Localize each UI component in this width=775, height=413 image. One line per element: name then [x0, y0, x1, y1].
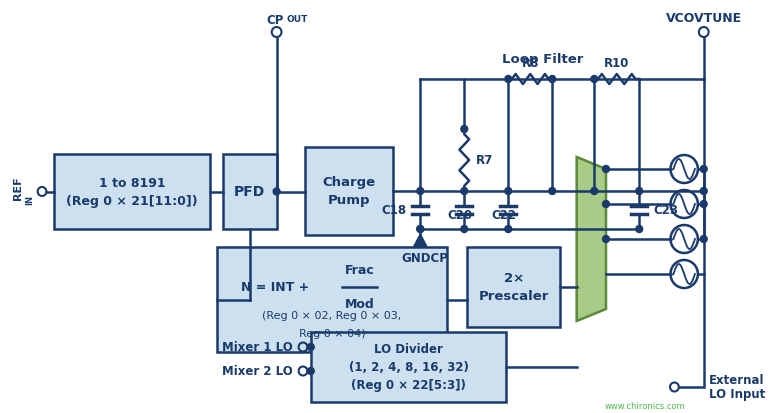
Circle shape [591, 76, 598, 83]
Circle shape [549, 188, 556, 195]
Text: LO Input: LO Input [708, 387, 765, 401]
Circle shape [549, 76, 556, 83]
FancyBboxPatch shape [305, 147, 393, 235]
Text: C20: C20 [448, 209, 473, 222]
Text: 1 to 8191
(Reg 0 × 21[11:0]): 1 to 8191 (Reg 0 × 21[11:0]) [66, 177, 198, 207]
Text: R8: R8 [522, 57, 539, 70]
Text: IN: IN [25, 195, 34, 205]
Text: N = INT +: N = INT + [241, 281, 313, 294]
Polygon shape [413, 235, 427, 247]
Polygon shape [577, 158, 606, 321]
Circle shape [505, 188, 512, 195]
Circle shape [701, 188, 707, 195]
Text: Frac: Frac [345, 264, 374, 277]
Circle shape [701, 236, 707, 243]
Text: Charge
Pump: Charge Pump [322, 176, 376, 207]
Circle shape [505, 76, 512, 83]
Text: PFD: PFD [234, 185, 265, 199]
Text: VCOVTUNE: VCOVTUNE [666, 12, 742, 24]
Text: C18: C18 [381, 204, 407, 217]
Circle shape [636, 226, 642, 233]
Text: C23: C23 [653, 204, 678, 217]
Circle shape [701, 201, 707, 208]
Circle shape [505, 226, 512, 233]
Circle shape [603, 166, 609, 173]
Text: Mixer 1 LO: Mixer 1 LO [222, 341, 293, 354]
Text: 2×
Prescaler: 2× Prescaler [478, 272, 549, 303]
Text: REF: REF [12, 176, 22, 200]
Text: CP: CP [266, 14, 284, 26]
Text: GNDCP: GNDCP [401, 252, 449, 264]
Circle shape [417, 226, 424, 233]
Circle shape [603, 201, 609, 208]
FancyBboxPatch shape [217, 247, 446, 352]
Circle shape [461, 188, 467, 195]
Text: R10: R10 [604, 57, 629, 70]
Circle shape [591, 188, 598, 195]
Circle shape [461, 226, 467, 233]
Circle shape [274, 189, 280, 195]
Circle shape [308, 344, 314, 351]
FancyBboxPatch shape [223, 154, 277, 230]
Text: Mod: Mod [345, 298, 374, 311]
Circle shape [603, 236, 609, 243]
Text: Reg 0 × 04): Reg 0 × 04) [298, 328, 365, 338]
Text: Loop Filter: Loop Filter [501, 53, 583, 66]
Text: R7: R7 [476, 154, 493, 167]
Circle shape [417, 188, 424, 195]
Circle shape [461, 126, 467, 133]
Text: LO Divider
(1, 2, 4, 8, 16, 32)
(Reg 0 × 22[5:3]): LO Divider (1, 2, 4, 8, 16, 32) (Reg 0 ×… [349, 343, 469, 392]
Text: C22: C22 [492, 209, 517, 222]
FancyBboxPatch shape [311, 332, 506, 402]
FancyBboxPatch shape [467, 247, 560, 327]
Circle shape [636, 188, 642, 195]
Circle shape [308, 368, 314, 375]
Text: Mixer 2 LO: Mixer 2 LO [222, 365, 293, 377]
Text: www.chironics.com: www.chironics.com [604, 401, 685, 411]
Text: External: External [708, 374, 764, 387]
FancyBboxPatch shape [53, 154, 210, 230]
Circle shape [701, 166, 707, 173]
Text: OUT: OUT [287, 15, 308, 24]
Circle shape [417, 226, 424, 233]
Text: (Reg 0 × 02, Reg 0 × 03,: (Reg 0 × 02, Reg 0 × 03, [262, 311, 401, 320]
